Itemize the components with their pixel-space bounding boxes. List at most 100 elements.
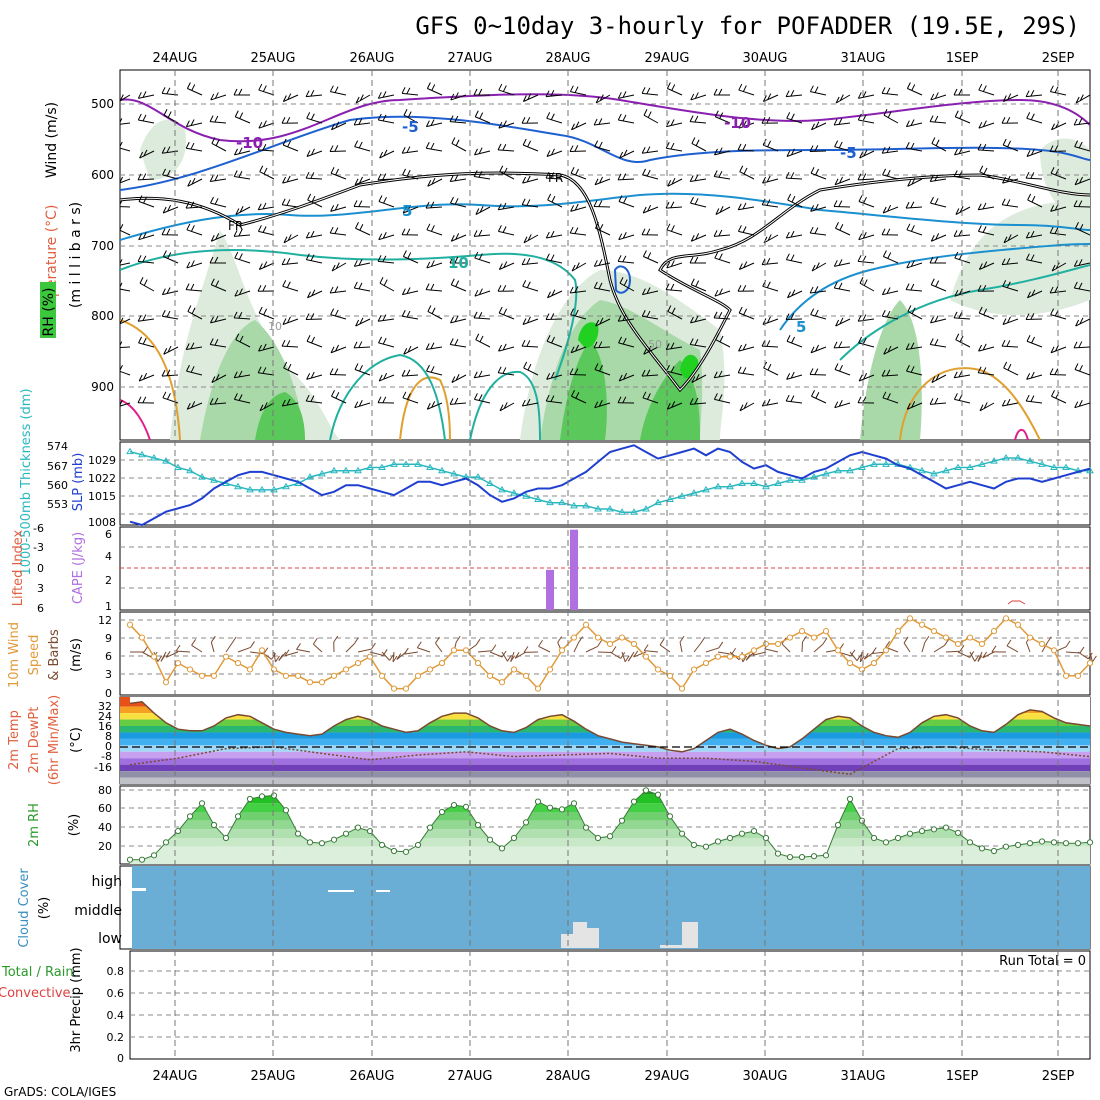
upper-wind-barb-flag (905, 201, 910, 209)
upper-wind-barb-flag (863, 196, 867, 204)
upper-wind-barb-flag (713, 393, 718, 400)
upper-wind-barb (882, 315, 899, 320)
upper-wind-barb-flag (258, 263, 263, 270)
upper-wind-barb (570, 290, 587, 294)
upper-wind-barb-flag (1051, 390, 1055, 397)
wind-speed-point (306, 679, 314, 686)
upper-wind-barb (234, 176, 251, 180)
rh-point (1074, 840, 1082, 847)
bottom-date-label: 2SEP (1042, 1069, 1075, 1084)
upper-wind-barb (882, 150, 899, 154)
surface-wind-barb (585, 645, 598, 653)
upper-wind-barb-flag (593, 118, 598, 126)
upper-wind-barb-flag (334, 203, 339, 211)
rh-point (582, 824, 590, 831)
surface-wind-barb-flag (802, 635, 807, 643)
upper-wind-barb (522, 318, 539, 325)
upper-wind-barb-flag (642, 168, 646, 176)
upper-wind-barb-flag (599, 176, 603, 184)
upper-wind-barb-flag (286, 116, 291, 124)
upper-wind-barb-flag (478, 311, 483, 319)
upper-wind-barb-flag (498, 263, 503, 270)
upper-wind-barb-flag (306, 112, 311, 119)
upper-wind-barb-flag (982, 120, 987, 127)
upper-wind-barb (667, 311, 683, 320)
upper-wind-barb (521, 345, 539, 348)
upper-wind-barb-flag (569, 226, 574, 234)
upper-wind-barb (258, 312, 275, 320)
upper-wind-barb-flag (786, 150, 791, 157)
dewpt-series-line (129, 746, 1090, 776)
rh-point (858, 817, 866, 824)
upper-wind-barb-flag (1003, 361, 1008, 369)
upper-wind-barb-flag (451, 376, 456, 383)
upper-wind-barb-flag (665, 141, 670, 149)
upper-wind-barb-flag (474, 251, 479, 259)
upper-wind-barb-flag (958, 311, 963, 319)
isotherm-5 (120, 192, 1090, 241)
upper-wind-barb-flag (161, 288, 166, 295)
upper-wind-barb-flag (598, 118, 603, 125)
upper-wind-barb-flag (742, 202, 747, 210)
upper-wind-barb-flag (239, 206, 244, 213)
upper-wind-barb-flag (331, 123, 335, 130)
upper-wind-barb-flag (574, 309, 579, 317)
upper-wind-barb-flag (1054, 86, 1059, 93)
upper-wind-barb-flag (523, 236, 528, 243)
upper-wind-barb-flag (478, 171, 483, 178)
cape-tick: 4 (105, 550, 112, 563)
temp-band (120, 764, 1090, 772)
upper-wind-barb (593, 205, 611, 208)
upper-wind-barb-flag (881, 288, 886, 295)
upper-wind-barb (1050, 172, 1067, 180)
upper-wind-barb (305, 177, 323, 180)
upper-wind-barb-flag (139, 151, 144, 159)
rh-point (402, 848, 410, 855)
rh-point (150, 852, 158, 859)
bottom-date-label: 29AUG (644, 1069, 689, 1084)
surface-wind-barb-flag (924, 635, 930, 643)
surface-wind-barb (921, 642, 926, 653)
upper-wind-barb-flag (1026, 335, 1031, 342)
isotherm-10 (120, 249, 578, 381)
upper-wind-barb-flag (430, 260, 435, 267)
upper-wind-barb-flag (790, 395, 795, 402)
wind-speed-point (246, 666, 254, 673)
upper-wind-barb (474, 234, 491, 237)
upper-wind-barb (234, 290, 251, 297)
upper-wind-barb-flag (1027, 193, 1032, 201)
upper-wind-barb (546, 150, 563, 157)
rh-point (234, 813, 242, 820)
contour-label: -5 (840, 144, 857, 162)
temp-band (120, 771, 1090, 778)
surface-wind-barb-flag (624, 655, 630, 663)
upper-wind-barb-flag (402, 168, 406, 176)
rh-point (294, 830, 302, 837)
wind-speed-point (126, 621, 134, 628)
upper-wind-barb-flag (137, 396, 142, 403)
upper-wind-barb-flag (526, 340, 531, 347)
surface-wind-barb (813, 643, 824, 653)
rh-point (522, 819, 530, 826)
slp-thickness-panel: 574 567 560 553 1029 1022 1015 1008 1000… (19, 388, 1094, 576)
upper-wind-barb-flag (575, 262, 580, 269)
upper-wind-barb (1050, 346, 1067, 354)
upper-wind-barb (402, 290, 419, 296)
upper-wind-barb-flag (455, 233, 460, 240)
upper-wind-barb-flag (215, 139, 220, 146)
top-date-label: 1SEP (946, 51, 979, 66)
upper-wind-barb (307, 290, 323, 299)
upper-wind-barb-flag (718, 288, 723, 295)
upper-wind-barb (1074, 402, 1090, 409)
cape-li-panel: -6 -3 0 3 6 6 4 2 1 Lifted Index CAPE (J… (11, 522, 1091, 615)
surface-wind-barb-flag (455, 635, 461, 643)
surface-wind-barbs (130, 635, 1097, 663)
upper-wind-barb (642, 92, 659, 96)
upper-wind-barb (738, 372, 755, 376)
upper-wind-barb (1026, 234, 1043, 239)
upper-wind-barb-flag (929, 398, 934, 405)
cloud-low-gap (660, 945, 682, 948)
slp-label: SLP (mb) (71, 453, 86, 512)
upper-wind-barb-flag (958, 147, 963, 154)
precip-tick: 0.8 (107, 965, 125, 978)
